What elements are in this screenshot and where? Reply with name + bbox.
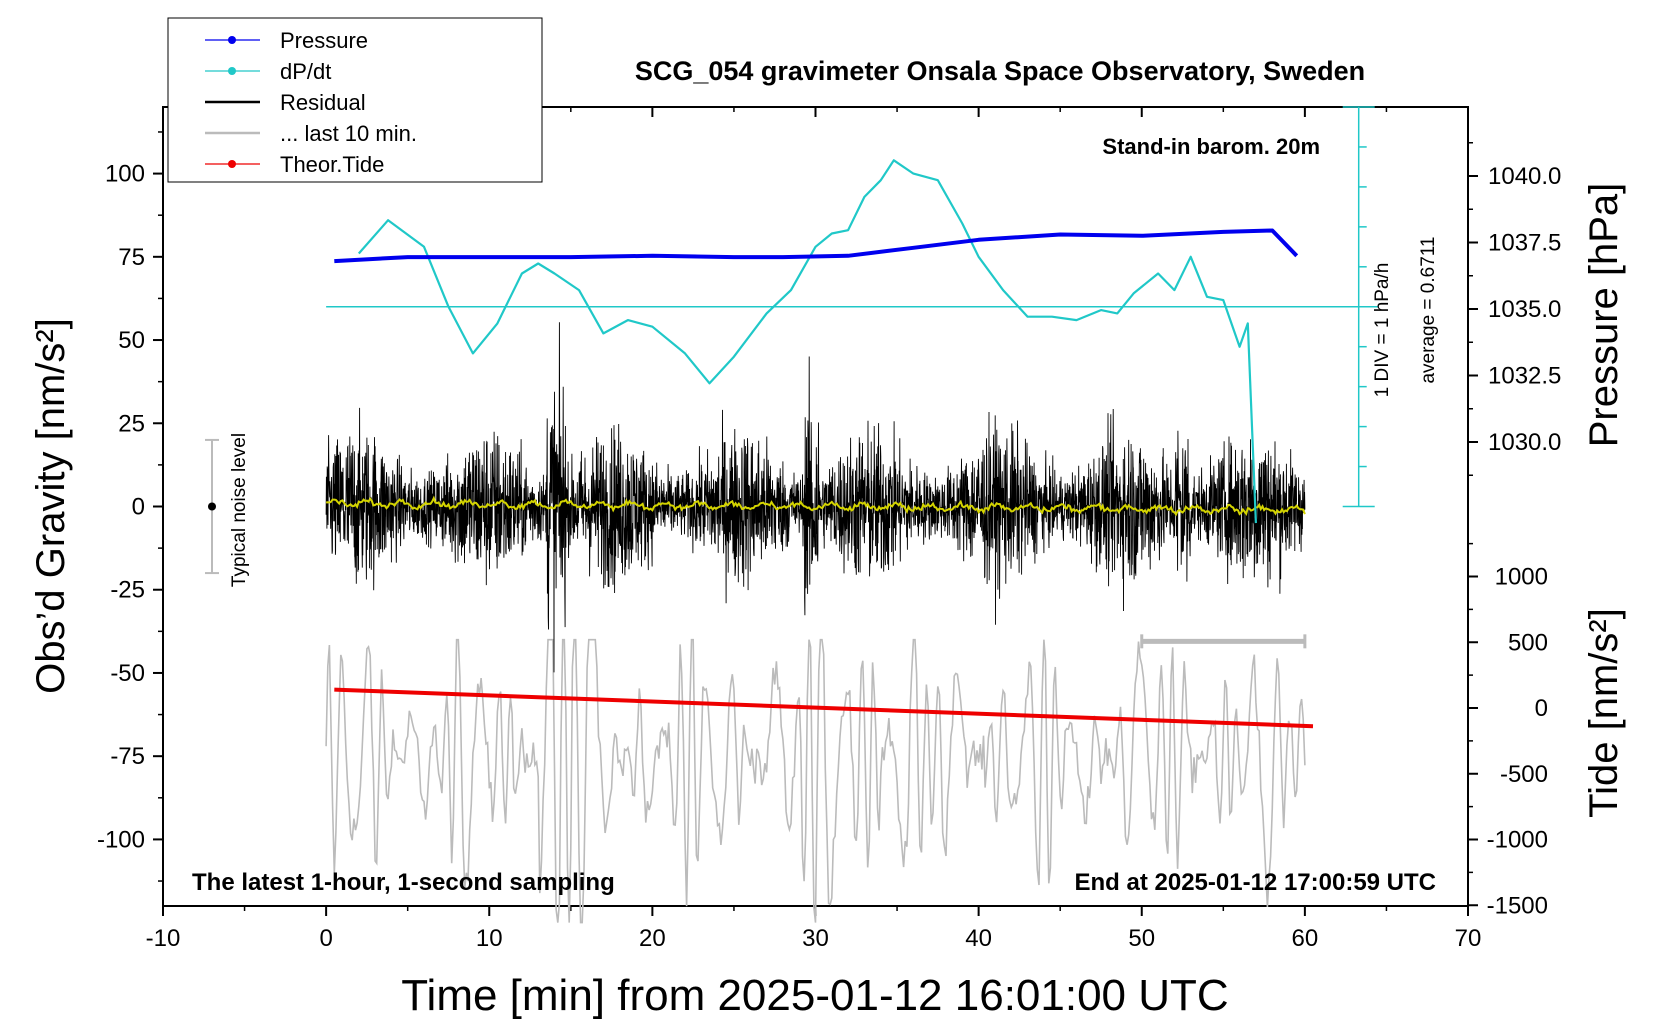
legend-label-1: dP/dt — [280, 59, 331, 84]
pressure-tick-label-3: 1032.5 — [1488, 363, 1561, 390]
y-tick-label-0: 100 — [105, 161, 145, 188]
chart-title: SCG_054 gravimeter Onsala Space Observat… — [635, 56, 1365, 86]
pressure-tick-label-4: 1030.0 — [1488, 429, 1561, 456]
annotation-barometer: Stand-in barom. 20m — [1102, 134, 1320, 159]
y-tick-label-1: 75 — [118, 244, 145, 271]
y-axis-label-left-main: Obs’d Gravity [nm/s²] — [29, 318, 73, 694]
series-pressure-line — [334, 228, 1299, 264]
y-left-tick-labels: 100 75 50 25 0 -25 -50 -75 -100 — [97, 161, 145, 854]
x-tick-label-8: 70 — [1455, 925, 1482, 952]
annotation-end: End at 2025-01-12 17:00:59 UTC — [1075, 869, 1437, 896]
tide-tick-label-3: -500 — [1500, 761, 1548, 788]
y-tick-label-3: 25 — [118, 410, 145, 437]
annotation-noise: Typical noise level — [229, 433, 250, 587]
series-layer — [325, 159, 1379, 924]
legend-box — [167, 17, 543, 183]
legend-entries: Pressure dP/dt Residual ... last 10 min. The… — [205, 28, 417, 177]
series-tide-line — [334, 687, 1314, 729]
series-residual-line — [325, 322, 1306, 673]
series-residual-smoothed-line — [325, 495, 1306, 517]
tide-tick-label-1: 500 — [1508, 629, 1548, 656]
annotation-average: average = 0.6711 — [1418, 236, 1439, 383]
legend-label-3: ... last 10 min. — [280, 121, 417, 146]
series-dpdt-line — [357, 159, 1257, 524]
y-axis-label-tide: Tide [nm/s²] — [1582, 608, 1626, 818]
y-tick-label-7: -75 — [110, 743, 145, 770]
y-tick-label-4: 0 — [132, 494, 145, 521]
x-axis-label: Time [min] from 2025-01-12 16:01:00 UTC — [401, 971, 1228, 1020]
y-tick-label-2: 50 — [118, 327, 145, 354]
x-tick-label-2: 10 — [476, 925, 503, 952]
x-tick-label-0: -10 — [146, 925, 181, 952]
legend-marker-4 — [228, 160, 236, 168]
pressure-tick-labels: 1040.0 1037.5 1035.0 1032.5 1030.0 — [1488, 163, 1561, 456]
pressure-tick-label-0: 1040.0 — [1488, 163, 1561, 190]
legend-label-0: Pressure — [280, 28, 368, 53]
y-axis-label-pressure: Pressure [hPa] — [1582, 183, 1626, 448]
tide-tick-label-5: -1500 — [1487, 892, 1548, 919]
tide-tick-labels: 1000 500 0 -500 -1000 -1500 — [1487, 564, 1548, 920]
x-tick-labels: -10 0 10 20 30 40 50 60 70 — [146, 925, 1482, 952]
annotation-div: 1 DIV = 1 hPa/h — [1372, 263, 1393, 398]
x-tick-label-1: 0 — [319, 925, 332, 952]
x-tick-label-3: 20 — [639, 925, 666, 952]
pressure-tick-label-1: 1037.5 — [1488, 230, 1561, 257]
tide-tick-label-0: 1000 — [1495, 564, 1548, 591]
x-tick-label-6: 50 — [1128, 925, 1155, 952]
y-tick-label-5: -25 — [110, 577, 145, 604]
legend: Pressure dP/dt Residual ... last 10 min. The… — [167, 17, 543, 183]
legend-marker-0 — [228, 36, 236, 44]
legend-marker-1 — [228, 67, 236, 75]
legend-label-4: Theor.Tide — [280, 152, 384, 177]
tide-tick-label-4: -1000 — [1487, 827, 1548, 854]
x-tick-label-4: 30 — [802, 925, 829, 952]
last10-marker — [1140, 634, 1307, 649]
series-last10-line — [325, 638, 1306, 924]
annotation-latest: The latest 1-hour, 1-second sampling — [192, 869, 615, 896]
y-tick-label-8: -100 — [97, 826, 145, 853]
noise-level-indicator — [205, 438, 219, 575]
y-axis-label-left: Obs’d Gravity [nm/s²] — [29, 318, 73, 694]
x-tick-label-5: 40 — [965, 925, 992, 952]
x-tick-label-7: 60 — [1292, 925, 1319, 952]
noise-center-dot — [208, 502, 216, 511]
legend-label-2: Residual — [280, 90, 366, 115]
pressure-tick-label-2: 1035.0 — [1488, 296, 1561, 323]
y-tick-label-6: -50 — [110, 660, 145, 687]
tide-tick-label-2: 0 — [1535, 695, 1548, 722]
